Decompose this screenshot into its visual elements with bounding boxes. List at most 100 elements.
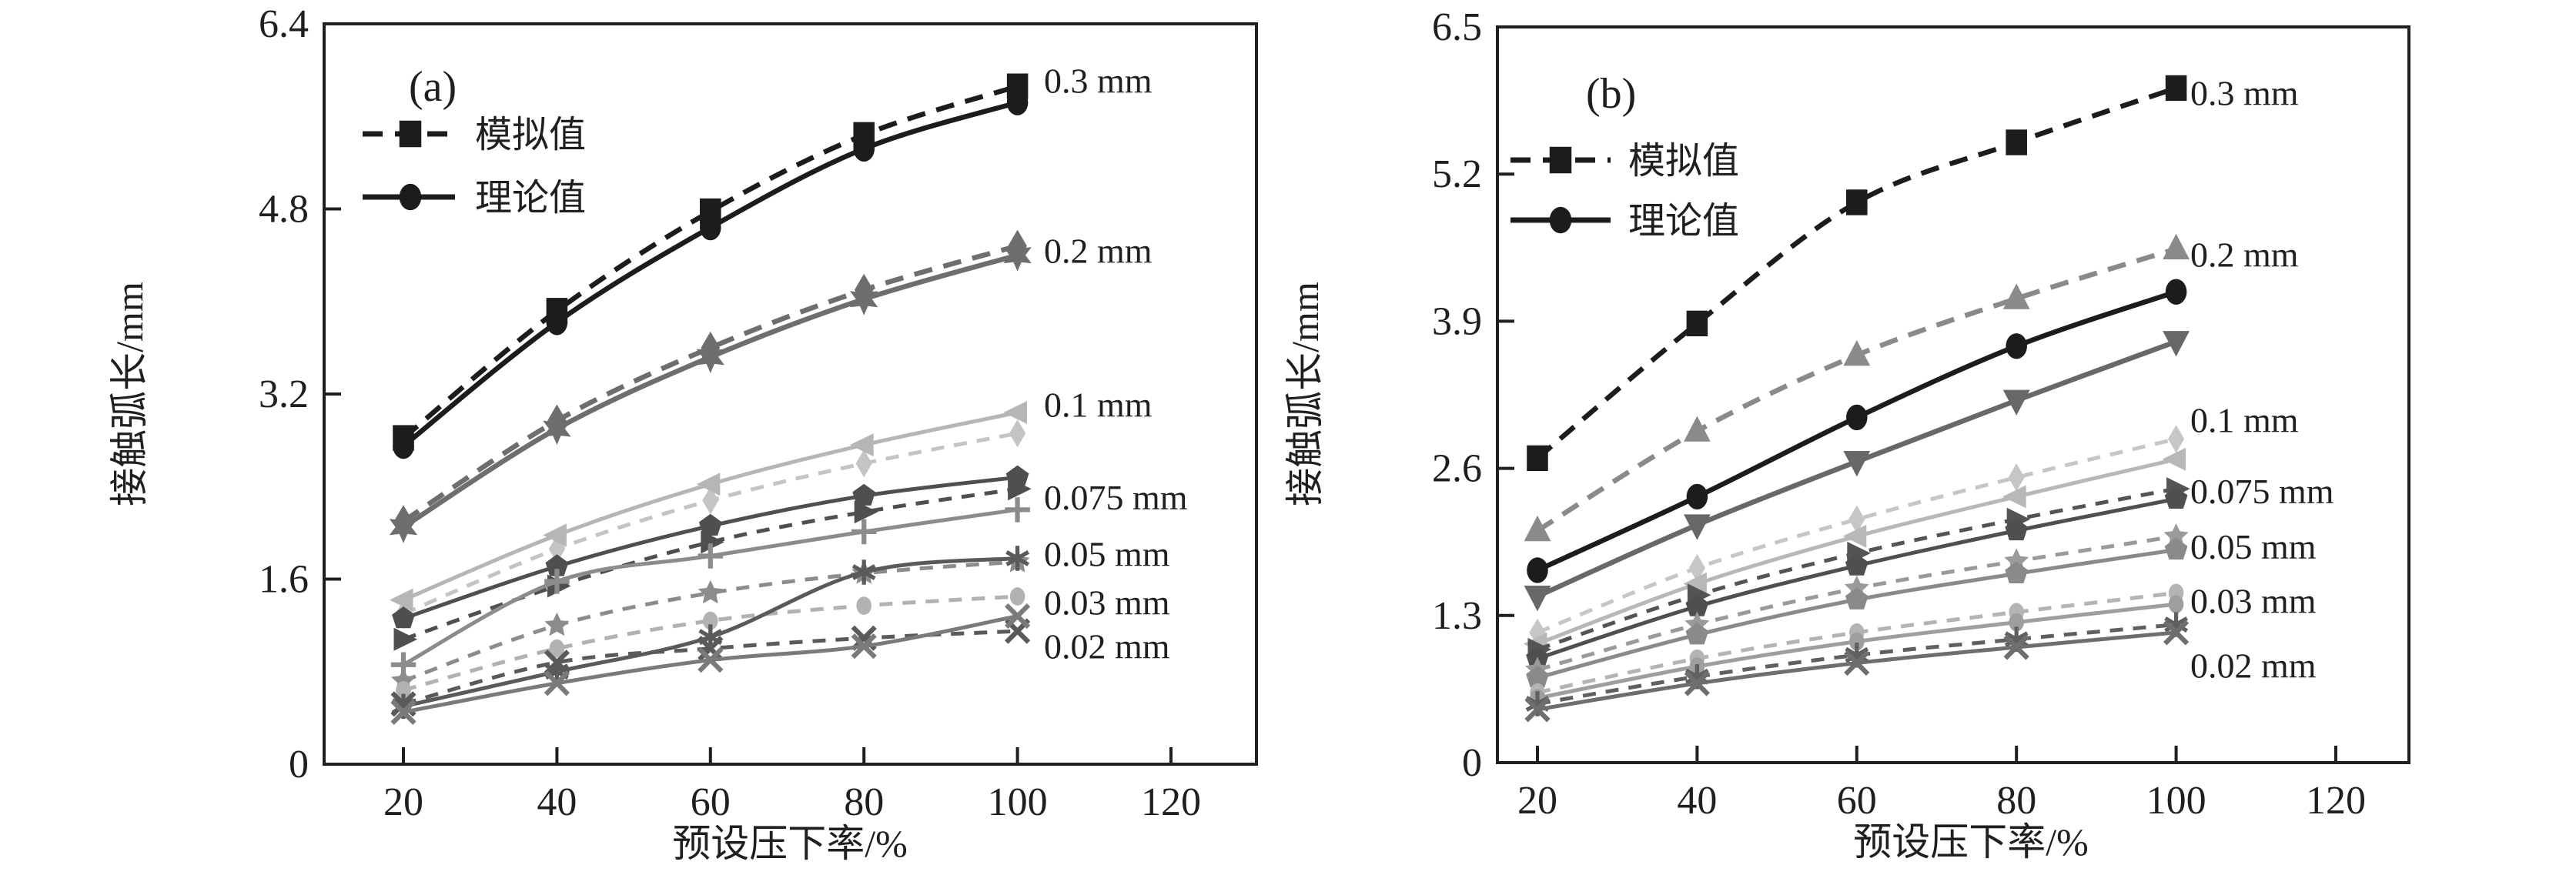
marker-star6 [696,340,724,373]
marker-circle [2165,279,2187,305]
marker-diamond [2168,425,2185,453]
series-markers-0.02mm-theory [1524,620,2190,723]
plot-frame [1496,25,2410,764]
marker-pentagon [1685,594,1709,616]
series-label-0.03mm: 0.03 mm [1044,583,1170,623]
marker-tri-right [854,500,878,524]
x-tick-label-120: 120 [2306,779,2366,823]
series-label-0.1mm: 0.1 mm [2190,400,2299,439]
marker-tri-down [1684,514,1711,540]
legend-label-theory: 理论值 [475,178,586,219]
marker-circle [2006,333,2027,359]
marker-star6 [1003,239,1032,272]
x-tick-label-20: 20 [383,780,423,824]
series-markers-0.1mm-theory [1523,447,2186,656]
marker-pentagon [1526,666,1549,688]
series-markers-0.05mm-theory [1526,537,2188,688]
chart-a: 0 1.6 3.2 4.8 6.4 20 40 60 80 100 120 0.3 mm 0.2 mm 0… [259,2,1258,824]
marker-asterisk [851,559,876,585]
series-label-0.2mm: 0.2 mm [1044,232,1153,271]
marker-circle-small [1009,587,1025,606]
marker-circle-small [703,611,718,630]
marker-pentagon [2164,537,2188,560]
y-tick-label-4.8: 4.8 [259,188,309,232]
marker-tri-up [1843,339,1871,366]
y-tick-label-3.9: 3.9 [1432,299,1482,343]
y-axis-title-b: 接触弧长/mm [1283,282,1326,506]
panel-label-b: (b) [1586,70,1636,118]
marker-tri-up [2163,233,2190,259]
marker-diamond [1688,553,1705,583]
x-axis-title-a: 预设压下率/% [672,822,908,865]
series-label-0.02mm: 0.02 mm [2190,646,2317,686]
marker-x [390,699,417,725]
marker-x [1844,650,1870,676]
series-label-0.3mm: 0.3 mm [2190,73,2299,112]
marker-circle [700,214,721,241]
legend-marker-square [399,120,422,148]
marker-x [698,647,724,673]
marker-square [1846,189,1868,215]
series-markers-0.2mm-sim [1524,233,2190,542]
marker-square [1686,310,1708,337]
series-label-0.3mm: 0.3 mm [1044,62,1153,101]
marker-tri-up [1684,416,1711,442]
marker-pentagon [2005,561,2029,583]
marker-tri-down [1524,586,1551,612]
series-label-0.03mm: 0.03 mm [2190,582,2317,621]
marker-tri-down [2163,331,2190,357]
x-tick-label-40: 40 [537,780,577,824]
legend-label-sim: 模拟值 [475,115,586,155]
marker-star5 [2163,523,2189,547]
marker-circle [546,309,568,336]
marker-diamond [1848,505,1865,533]
marker-diamond [1009,419,1026,448]
marker-pentagon [392,606,415,629]
legend-marker-circle [399,183,422,211]
marker-plus [1005,497,1030,523]
marker-tri-right [393,627,418,651]
series-label-0.05mm: 0.05 mm [2190,527,2317,566]
marker-circle [1006,89,1029,115]
marker-square [2165,75,2187,102]
series-label-0.075mm: 0.075 mm [2190,472,2334,511]
marker-pentagon [1845,553,1868,576]
marker-plus [544,569,570,594]
marker-circle-small [2168,595,2184,613]
series-label-0.1mm: 0.1 mm [1044,386,1153,425]
x-tick-label-120: 120 [1141,780,1201,824]
x-tick-label-80: 80 [844,780,884,824]
marker-tri-left [2002,485,2026,509]
x-tick-label-80: 80 [1996,779,2036,823]
series-markers-0.1mm-theory [389,401,1028,612]
marker-asterisk [1005,546,1030,571]
marker-tri-left [1003,401,1028,424]
marker-x [1684,670,1710,696]
x-tick-label-100: 100 [2146,779,2206,823]
marker-square [2006,129,2027,155]
marker-tri-left [389,588,413,612]
y-tick-label-2.6: 2.6 [1432,447,1482,491]
x-tick-label-60: 60 [1837,779,1877,823]
series-label-0.2mm: 0.2 mm [2190,235,2299,275]
marker-diamond [702,486,719,515]
series-markers-0.2mm-theory [389,239,1032,543]
marker-circle [1846,404,1868,431]
legend-label-theory: 理论值 [1628,201,1739,242]
marker-star6 [850,282,878,316]
marker-pentagon [545,554,569,576]
y-tick-label-3.2: 3.2 [259,372,309,416]
marker-circle [1527,557,1548,583]
series-line-0.03mm-sim [403,594,1018,693]
marker-tri-left [696,473,721,496]
series-markers-0.3mm-theory [1527,279,2187,583]
marker-x [2163,620,2190,646]
marker-pentagon [1005,465,1029,487]
marker-square [1527,445,1548,472]
marker-pentagon [698,513,722,536]
marker-pentagon [2164,486,2188,509]
marker-x [544,650,570,676]
marker-tri-down [1843,451,1871,477]
marker-x [2003,634,2029,660]
series-markers-0.1mm-sim [1529,425,2185,646]
